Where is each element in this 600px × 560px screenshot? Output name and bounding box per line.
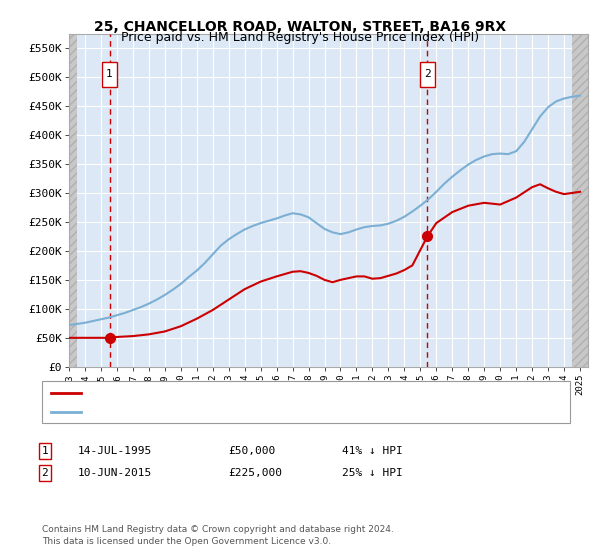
Text: £50,000: £50,000: [228, 446, 275, 456]
Text: Price paid vs. HM Land Registry's House Price Index (HPI): Price paid vs. HM Land Registry's House …: [121, 31, 479, 44]
Text: 14-JUL-1995: 14-JUL-1995: [78, 446, 152, 456]
Text: 1: 1: [106, 69, 113, 80]
Text: £225,000: £225,000: [228, 468, 282, 478]
Text: 25, CHANCELLOR ROAD, WALTON, STREET, BA16 9RX: 25, CHANCELLOR ROAD, WALTON, STREET, BA1…: [94, 20, 506, 34]
Bar: [572, 34, 588, 367]
Text: 1: 1: [41, 446, 49, 456]
Text: 25% ↓ HPI: 25% ↓ HPI: [342, 468, 403, 478]
Text: HPI: Average price, detached house, Somerset: HPI: Average price, detached house, Some…: [87, 407, 362, 417]
Bar: [69, 34, 77, 367]
Text: 2: 2: [424, 69, 431, 80]
Text: 2: 2: [41, 468, 49, 478]
Text: 25, CHANCELLOR ROAD, WALTON, STREET, BA16 9RX (detached house): 25, CHANCELLOR ROAD, WALTON, STREET, BA1…: [87, 388, 475, 398]
Text: 41% ↓ HPI: 41% ↓ HPI: [342, 446, 403, 456]
FancyBboxPatch shape: [420, 62, 434, 87]
Text: Contains HM Land Registry data © Crown copyright and database right 2024.
This d: Contains HM Land Registry data © Crown c…: [42, 525, 394, 546]
Text: 10-JUN-2015: 10-JUN-2015: [78, 468, 152, 478]
FancyBboxPatch shape: [103, 62, 117, 87]
